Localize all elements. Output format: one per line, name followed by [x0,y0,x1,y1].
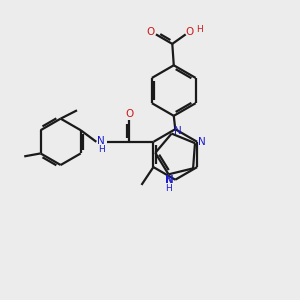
Text: O: O [146,27,155,37]
Text: N: N [174,126,182,136]
Text: H: H [196,26,202,34]
Text: N: N [166,175,174,185]
Text: H: H [98,145,105,154]
Text: N: N [98,136,105,146]
Text: H: H [165,184,172,193]
Text: O: O [185,27,194,37]
Text: N: N [165,175,172,185]
Text: N: N [198,137,206,147]
Text: O: O [125,110,133,119]
